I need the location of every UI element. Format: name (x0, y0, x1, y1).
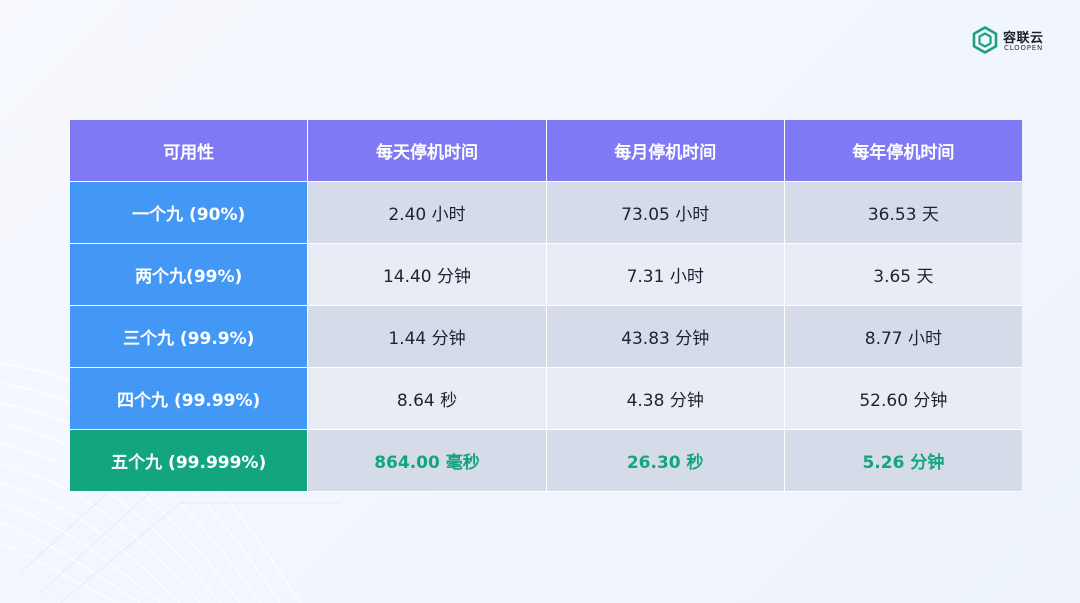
brand-name-en: CLOOPEN (1004, 44, 1044, 52)
table-cell: 4.38 分钟 (546, 368, 785, 430)
cloopen-hexagon-logo-icon (972, 26, 998, 54)
header-yearly-downtime: 每年停机时间 (784, 120, 1022, 182)
header-monthly-downtime: 每月停机时间 (546, 120, 785, 182)
table-cell: 3.65 天 (784, 244, 1022, 306)
row-label: 四个九 (99.99%) (70, 368, 309, 430)
header-daily-downtime: 每天停机时间 (308, 120, 547, 182)
table-cell: 7.31 小时 (546, 244, 785, 306)
row-label: 五个九 (99.999%) (70, 430, 309, 492)
row-label: 一个九 (90%) (70, 182, 309, 244)
table-row: 四个九 (99.99%) 8.64 秒 4.38 分钟 52.60 分钟 (70, 368, 1022, 430)
table-cell: 8.64 秒 (308, 368, 547, 430)
table-cell: 8.77 小时 (784, 306, 1022, 368)
table-cell: 52.60 分钟 (784, 368, 1022, 430)
brand-name-cn: 容联云 (1003, 31, 1044, 46)
table-cell: 14.40 分钟 (308, 244, 547, 306)
table-row-highlight: 五个九 (99.999%) 864.00 毫秒 26.30 秒 5.26 分钟 (70, 430, 1022, 492)
availability-downtime-table: 可用性 每天停机时间 每月停机时间 每年停机时间 一个九 (90%) 2.40 … (70, 120, 1022, 492)
table-cell: 5.26 分钟 (784, 430, 1022, 492)
table-cell: 26.30 秒 (546, 430, 785, 492)
header-availability: 可用性 (70, 120, 309, 182)
table-row: 两个九(99%) 14.40 分钟 7.31 小时 3.65 天 (70, 244, 1022, 306)
row-label: 三个九 (99.9%) (70, 306, 309, 368)
table-cell: 36.53 天 (784, 182, 1022, 244)
table-cell: 43.83 分钟 (546, 306, 785, 368)
row-label: 两个九(99%) (70, 244, 309, 306)
table-row: 三个九 (99.9%) 1.44 分钟 43.83 分钟 8.77 小时 (70, 306, 1022, 368)
table-header-row: 可用性 每天停机时间 每月停机时间 每年停机时间 (70, 120, 1022, 182)
table-cell: 864.00 毫秒 (308, 430, 547, 492)
table-cell: 73.05 小时 (546, 182, 785, 244)
table-cell: 2.40 小时 (308, 182, 547, 244)
table-row: 一个九 (90%) 2.40 小时 73.05 小时 36.53 天 (70, 182, 1022, 244)
brand-logo: 容联云 CLOOPEN (972, 26, 1062, 56)
table-cell: 1.44 分钟 (308, 306, 547, 368)
